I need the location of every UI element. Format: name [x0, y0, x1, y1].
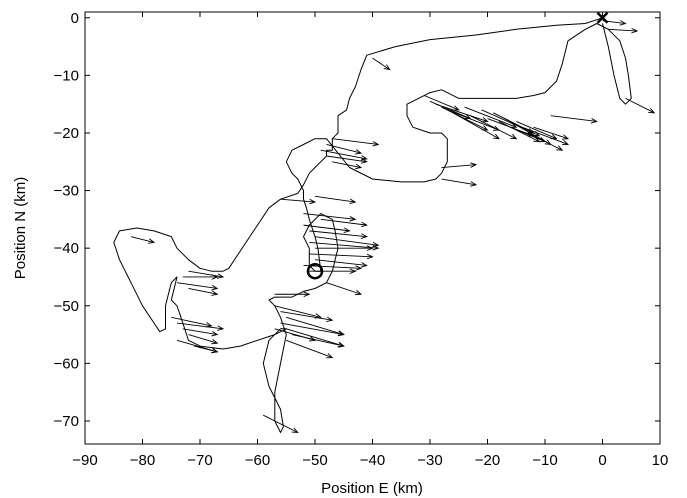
- vector-arrow: [315, 245, 374, 251]
- x-tick-label: −90: [72, 452, 97, 469]
- end-marker-circle: [306, 262, 324, 280]
- vector-arrow: [286, 339, 334, 359]
- y-tick-label: −10: [54, 67, 79, 84]
- vector-arrow: [320, 218, 368, 228]
- x-tick-label: −30: [417, 452, 442, 469]
- x-tick-label: −40: [360, 452, 385, 469]
- track-layer: [113, 17, 632, 433]
- x-tick-label: −20: [475, 452, 500, 469]
- vector-arrow: [182, 274, 219, 280]
- x-axis-title: Position E (km): [321, 480, 423, 497]
- x-tick-label: −70: [187, 452, 212, 469]
- y-tick-label: −50: [54, 298, 79, 315]
- vector-arrow: [280, 198, 317, 205]
- x-tick-label: 0: [598, 452, 606, 469]
- vector-arrow: [314, 259, 368, 268]
- vector-arrow: [435, 103, 489, 123]
- vector-arrow: [470, 115, 518, 140]
- y-axis-title: Position N (km): [12, 177, 29, 280]
- vector-arrow: [263, 414, 299, 433]
- vector-arrow: [533, 126, 570, 140]
- vector-arrow: [303, 224, 351, 233]
- y-tick-label: 0: [71, 10, 79, 27]
- vector-arrow: [309, 268, 357, 274]
- vector-arrow: [441, 178, 478, 187]
- vector-arrow: [625, 97, 656, 114]
- vector-arrow: [303, 213, 357, 222]
- y-tick-label: −70: [54, 413, 79, 430]
- vector-arrow: [424, 95, 460, 111]
- track-line: [113, 17, 632, 433]
- vector-arrow: [326, 155, 368, 164]
- vector-arrow: [280, 322, 345, 337]
- vector-arrow: [182, 328, 219, 337]
- vector-arrow: [274, 328, 317, 342]
- vector-arrow: [372, 57, 391, 71]
- x-axis-ticks: −90 −80 −70 −60 −50 −40 −30 −20 −10 0 10: [72, 12, 668, 469]
- x-tick-label: −50: [302, 452, 327, 469]
- vector-arrow: [194, 345, 219, 354]
- y-axis-ticks: 0 −10 −20 −30 −40 −50 −60 −70: [54, 10, 660, 430]
- vector-arrow: [188, 334, 219, 345]
- vector-arrow: [326, 282, 363, 296]
- vector-arrow: [176, 282, 219, 291]
- vector-arrow: [521, 126, 570, 146]
- y-tick-label: −20: [54, 125, 79, 142]
- y-tick-label: −60: [54, 355, 79, 372]
- x-tick-label: 10: [652, 452, 669, 469]
- vector-arrow: [188, 270, 225, 279]
- arrow-layer: [130, 20, 656, 433]
- vector-arrow: [332, 138, 380, 147]
- vector-arrow: [274, 291, 311, 297]
- vector-arrow: [314, 195, 357, 205]
- start-marker-x: [596, 11, 609, 24]
- x-tick-label: −60: [245, 452, 270, 469]
- x-tick-label: −10: [532, 452, 557, 469]
- vector-arrow: [608, 27, 639, 34]
- vector-arrow: [309, 253, 374, 260]
- y-tick-label: −30: [54, 183, 79, 200]
- y-tick-label: −40: [54, 240, 79, 257]
- marker-layer: [306, 11, 609, 280]
- vector-arrow: [309, 230, 368, 239]
- vector-arrow: [527, 132, 564, 151]
- vector-arrow: [303, 264, 363, 271]
- vector-arrow: [188, 288, 219, 296]
- x-tick-label: −80: [130, 452, 155, 469]
- vector-arrow: [280, 311, 334, 322]
- vector-arrow: [176, 322, 225, 331]
- vector-arrow: [130, 236, 156, 244]
- vector-arrow: [309, 241, 380, 251]
- vector-arrow: [550, 115, 598, 124]
- vector-arrow: [326, 144, 363, 155]
- vector-arrow: [452, 112, 501, 140]
- vector-arrow: [332, 161, 363, 170]
- vector-arrow: [441, 162, 478, 168]
- plot-area: [84, 11, 661, 445]
